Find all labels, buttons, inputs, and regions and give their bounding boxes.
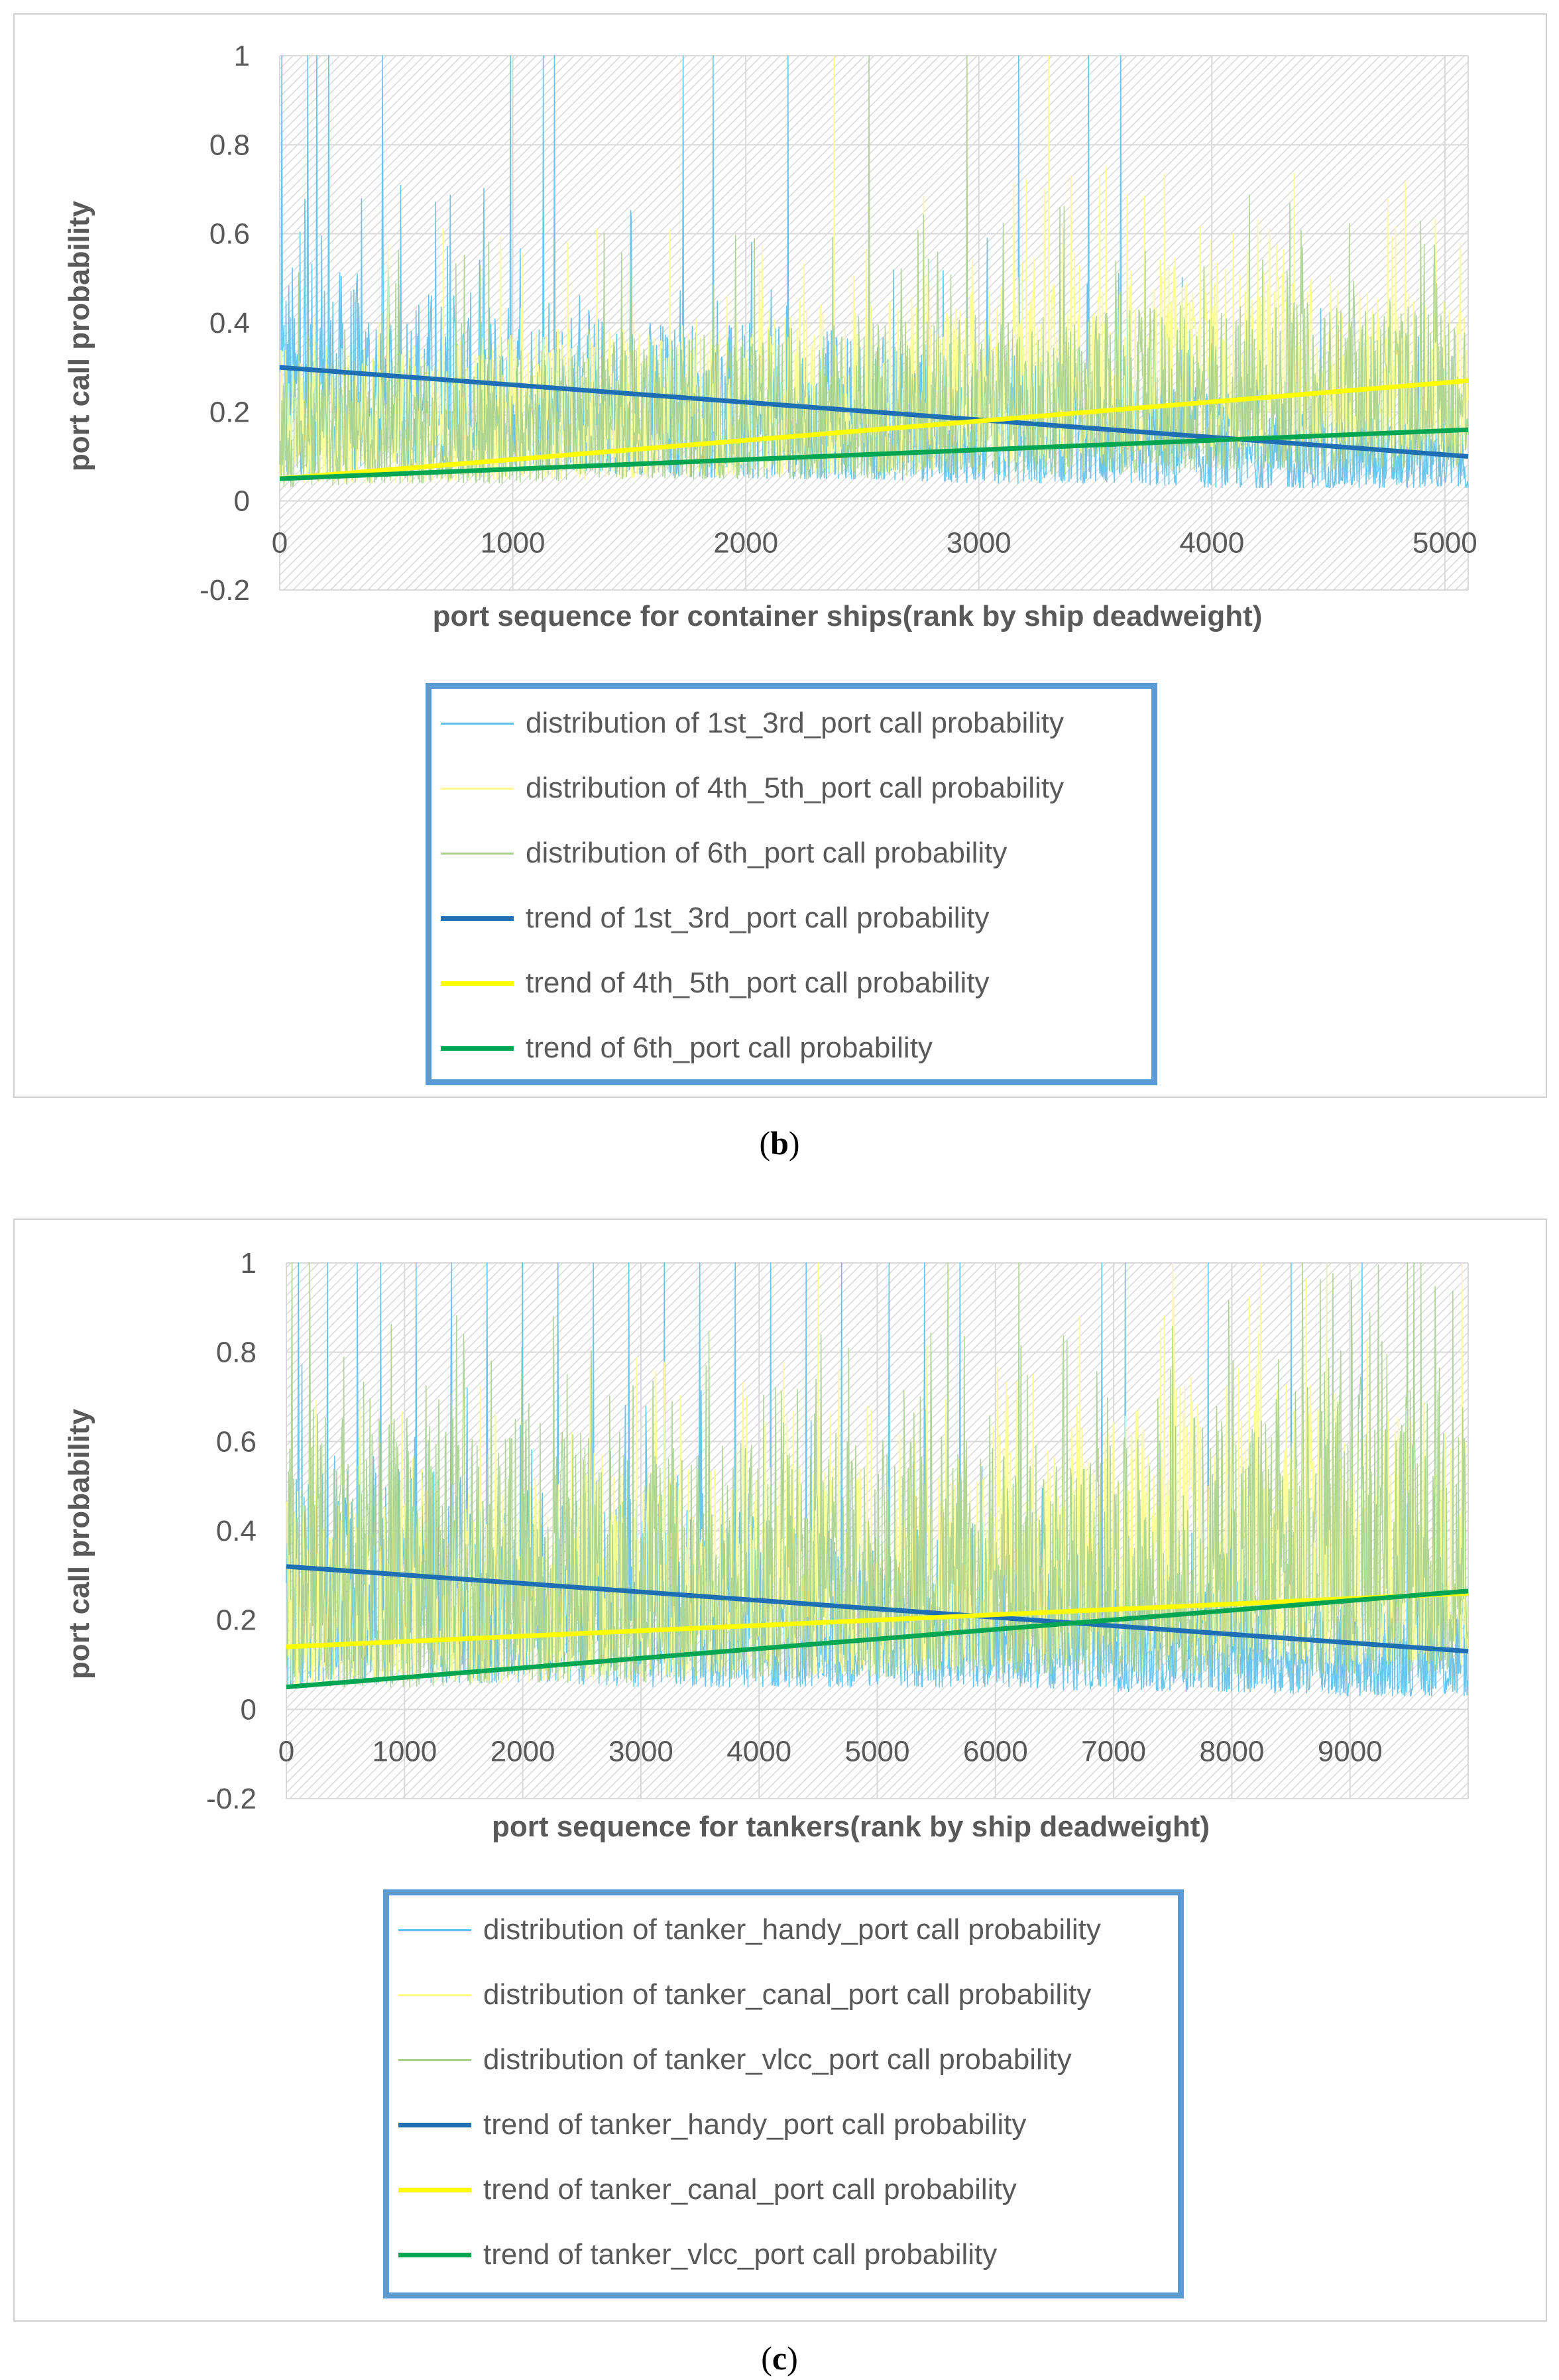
x-tick-label: 4000 <box>1179 527 1244 560</box>
y-tick-label: 0 <box>241 1693 257 1726</box>
series-b-1-trend <box>279 365 1469 459</box>
legend-label: trend of tanker_canal_port call probabil… <box>483 2173 1017 2206</box>
y-tick-label: 0 <box>234 485 250 518</box>
legend-swatch <box>441 722 514 725</box>
legend-item: trend of tanker_handy_port call probabil… <box>398 2105 1026 2145</box>
y-tick-label: 0.8 <box>209 129 250 161</box>
y-tick-label: 0.4 <box>216 1515 257 1547</box>
legend-swatch <box>398 1929 471 1931</box>
legend-item: trend of 1st_3rd_port call probability <box>441 898 990 938</box>
y-tick-label: 0.2 <box>209 396 250 428</box>
legend-label: distribution of tanker_vlcc_port call pr… <box>483 2043 1072 2076</box>
legend-c: distribution of tanker_handy_port call p… <box>383 1889 1184 2298</box>
legend-swatch <box>398 2058 471 2061</box>
legend-swatch <box>441 981 514 986</box>
x-tick-label: 5000 <box>845 1735 910 1767</box>
legend-item: distribution of 6th_port call probabilit… <box>441 833 1007 873</box>
caption-b-letter: b <box>770 1124 789 1161</box>
legend-label: distribution of 6th_port call probabilit… <box>526 837 1008 869</box>
x-tick-label: 7000 <box>1081 1735 1146 1767</box>
series-b-3-trend <box>279 427 1469 481</box>
chart-panel-c: -0.2 0 0.2 0.4 0.6 0.8 1 0 1000 2000 3000 4000 5000 6… <box>13 1219 1547 2322</box>
legend-swatch <box>398 2187 471 2192</box>
caption-c: (c) <box>761 2340 798 2377</box>
x-tick-label: 1000 <box>481 527 546 560</box>
legend-item: trend of tanker_vlcc_port call probabili… <box>398 2235 997 2275</box>
legend-label: distribution of 1st_3rd_port call probab… <box>526 707 1065 739</box>
legend-item: distribution of 4th_5th_port call probab… <box>441 768 1064 808</box>
legend-item: distribution of tanker_canal_port call p… <box>398 1975 1091 2015</box>
legend-label: trend of tanker_handy_port call probabil… <box>483 2108 1027 2141</box>
legend-label: distribution of 4th_5th_port call probab… <box>526 772 1065 804</box>
y-tick-label: 0.2 <box>216 1604 257 1637</box>
y-tick-label: 0.8 <box>216 1337 257 1369</box>
x-tick-label: 2000 <box>491 1735 555 1767</box>
series-c-3-distribution <box>286 1262 1469 1688</box>
legend-item: distribution of tanker_handy_port call p… <box>398 1910 1101 1950</box>
x-tick-label: 2000 <box>713 527 778 560</box>
y-tick-label: 0.4 <box>209 307 250 339</box>
series-b-3-distribution <box>279 55 1469 488</box>
series-c-3-trend <box>286 1588 1469 1690</box>
x-tick-label: 3000 <box>608 1735 673 1767</box>
legend-swatch <box>398 2252 471 2257</box>
series-c-2-trend <box>286 1590 1469 1649</box>
legend-swatch <box>441 916 514 921</box>
y-tick-label: 0.6 <box>216 1425 257 1458</box>
x-tick-label: 8000 <box>1199 1735 1264 1767</box>
x-tick-label: 0 <box>278 1735 294 1767</box>
legend-item: distribution of tanker_vlcc_port call pr… <box>398 2040 1072 2080</box>
x-tick-label: 1000 <box>372 1735 437 1767</box>
legend-item: trend of 6th_port call probability <box>441 1028 933 1068</box>
x-tick-label: 9000 <box>1318 1735 1383 1767</box>
legend-label: trend of 4th_5th_port call probability <box>526 967 990 999</box>
legend-swatch <box>441 1045 514 1051</box>
y-tick-label: 1 <box>234 40 250 72</box>
y-axis-title: port call probability <box>63 1408 95 1679</box>
x-tick-label: 5000 <box>1413 527 1477 560</box>
x-tick-label: 0 <box>272 527 288 560</box>
chart-c: -0.2 0 0.2 0.4 0.6 0.8 1 0 1000 2000 3000 4000 5000 6… <box>63 1247 1469 1843</box>
y-tick-label: -0.2 <box>206 1783 257 1815</box>
legend-swatch <box>398 2122 471 2127</box>
y-axis-title: port call probability <box>63 200 95 471</box>
y-tick-label: 0.6 <box>209 218 250 251</box>
legend-swatch <box>441 787 514 790</box>
caption-c-letter: c <box>772 2340 787 2377</box>
legend-item: trend of 4th_5th_port call probability <box>441 963 990 1003</box>
x-tick-label: 3000 <box>947 527 1011 560</box>
series-b-2-trend <box>279 378 1469 481</box>
y-tick-label: 1 <box>241 1247 257 1279</box>
x-tick-label: 6000 <box>963 1735 1028 1767</box>
legend-label: trend of 6th_port call probability <box>526 1032 933 1064</box>
chart-b: -0.2 0 0.2 0.4 0.6 0.8 1 0 1000 2000 3000 4000 5000 p… <box>63 40 1477 632</box>
legend-item: distribution of 1st_3rd_port call probab… <box>441 703 1064 743</box>
legend-b: distribution of 1st_3rd_port call probab… <box>426 683 1157 1085</box>
x-tick-label: 4000 <box>726 1735 791 1767</box>
x-axis-title: port sequence for container ships(rank b… <box>433 600 1263 632</box>
chart-panel-b: -0.2 0 0.2 0.4 0.6 0.8 1 0 1000 2000 3000 4000 5000 p… <box>13 13 1547 1098</box>
legend-swatch <box>441 852 514 855</box>
legend-label: trend of 1st_3rd_port call probability <box>526 902 990 934</box>
legend-swatch <box>398 1993 471 1996</box>
series-c-1-trend <box>286 1564 1469 1654</box>
y-tick-label: -0.2 <box>200 574 250 607</box>
x-axis-title: port sequence for tankers(rank by ship d… <box>492 1811 1210 1843</box>
caption-b: (b) <box>759 1124 800 1161</box>
legend-label: trend of tanker_vlcc_port call probabili… <box>483 2238 998 2271</box>
legend-label: distribution of tanker_canal_port call p… <box>483 1978 1092 2011</box>
legend-item: trend of tanker_canal_port call probabil… <box>398 2170 1017 2210</box>
legend-label: distribution of tanker_handy_port call p… <box>483 1913 1101 1946</box>
